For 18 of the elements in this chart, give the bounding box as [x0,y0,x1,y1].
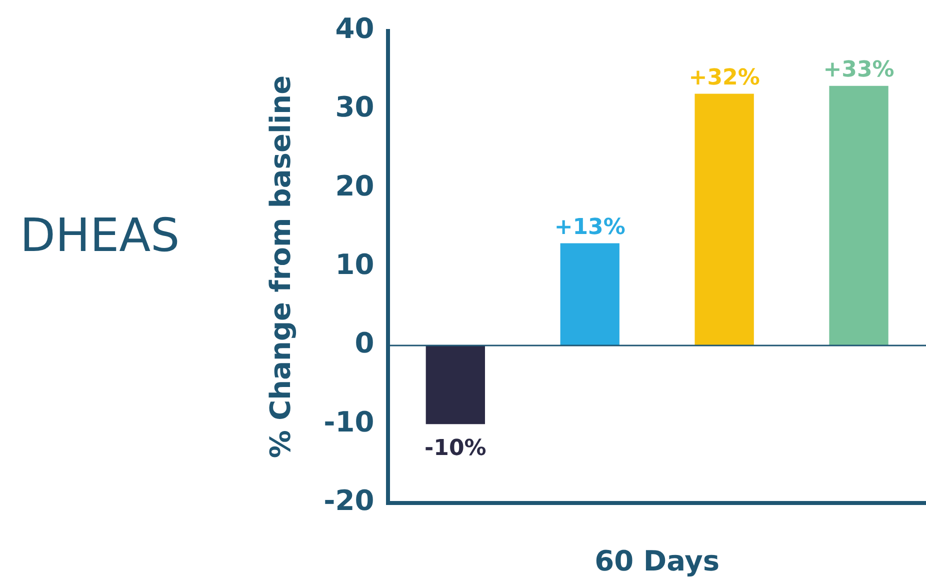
bar [694,94,754,346]
y-tick-label: -10 [324,405,374,438]
text: DHEAS [20,208,180,262]
y-axis-title: % Change from baseline [264,75,298,458]
data-label: -10% [424,436,486,461]
data-label: +33% [823,58,894,83]
bar [829,86,888,346]
data-label: +13% [554,214,626,240]
y-tick-label: -20 [324,484,374,518]
x-axis-title: 60 Days [594,544,720,578]
y-tick-label: 40 [335,12,374,46]
y-tick-label: 30 [335,90,374,124]
bar [426,345,485,424]
bar [560,243,620,346]
data-label: +32% [688,65,760,90]
y-tick-label: 0 [354,326,374,360]
y-tick-label: 10 [335,248,374,282]
y-tick-label: 20 [335,169,374,202]
